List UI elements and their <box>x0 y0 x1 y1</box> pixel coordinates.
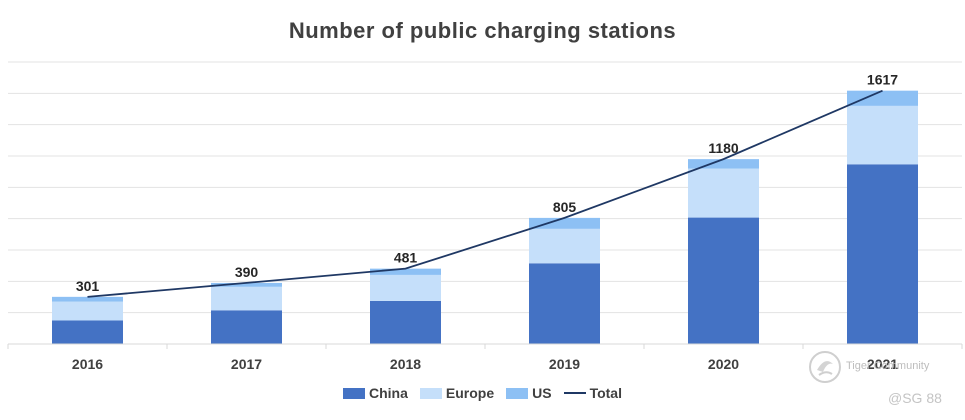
chart-title: Number of public charging stations <box>288 18 677 43</box>
total-data-label-2018: 481 <box>394 250 418 266</box>
x-tick-label-2017: 2017 <box>231 356 262 372</box>
x-tick-label-2019: 2019 <box>549 356 580 372</box>
total-line <box>87 89 883 298</box>
legend-item-europe: Europe <box>419 385 495 401</box>
bar-europe-2018 <box>370 274 441 301</box>
x-tick-label-2016: 2016 <box>72 356 103 372</box>
legend-label-china: China <box>369 385 408 401</box>
legend-item-china: China <box>343 385 408 401</box>
total-data-label-2021: 1617 <box>867 72 898 88</box>
total-data-label-2019: 805 <box>553 199 577 215</box>
bar-europe-2016 <box>52 301 123 321</box>
bar-china-2016 <box>52 320 123 344</box>
gridlines <box>8 61 962 314</box>
tiger-logo-icon <box>809 351 841 383</box>
legend-label-europe: Europe <box>445 385 495 401</box>
legend: China Europe US Total <box>0 385 965 401</box>
bar-europe-2017 <box>211 286 282 311</box>
total-data-label-2020: 1180 <box>708 140 739 156</box>
bar-europe-2019 <box>529 228 600 264</box>
bar-china-2017 <box>211 310 282 344</box>
bar-us-2019 <box>529 217 600 229</box>
x-axis: 2016 2017 2018 2019 2020 2021 <box>7 343 963 372</box>
total-data-label-2017: 390 <box>235 264 259 280</box>
bar-europe-2021 <box>847 105 918 165</box>
data-labels: 301 390 481 805 1180 1617 <box>76 72 898 294</box>
bar-europe-2020 <box>688 168 759 218</box>
legend-swatch-europe <box>419 387 442 399</box>
legend-label-us: US <box>532 385 552 401</box>
total-data-label-2016: 301 <box>76 278 100 294</box>
bar-china-2021 <box>847 164 918 344</box>
watermark-handle: @SG 88 <box>888 390 942 406</box>
watermark-brand: Tiger Community <box>846 360 930 372</box>
bar-us-2017 <box>211 282 282 287</box>
x-tick-label-2020: 2020 <box>708 356 739 372</box>
watermark: Tiger Community @SG 88 <box>808 348 958 418</box>
x-tick-label-2021: 2021 <box>867 356 898 372</box>
bar-us-2016 <box>52 296 123 302</box>
bar-china-2020 <box>688 217 759 344</box>
legend-item-total: Total <box>563 385 622 401</box>
bar-china-2019 <box>529 263 600 344</box>
bar-us-2021 <box>847 90 918 106</box>
bar-us-2020 <box>688 159 759 169</box>
legend-line-total <box>563 392 586 394</box>
x-tick-label-2018: 2018 <box>390 356 421 372</box>
legend-swatch-china <box>343 387 365 399</box>
total-line-series <box>87 89 883 298</box>
bar-series <box>52 90 918 344</box>
bar-china-2018 <box>370 300 441 344</box>
legend-swatch-us <box>506 387 529 399</box>
bar-us-2018 <box>370 268 441 275</box>
legend-label-total: Total <box>589 385 622 401</box>
legend-item-us: US <box>506 385 552 401</box>
